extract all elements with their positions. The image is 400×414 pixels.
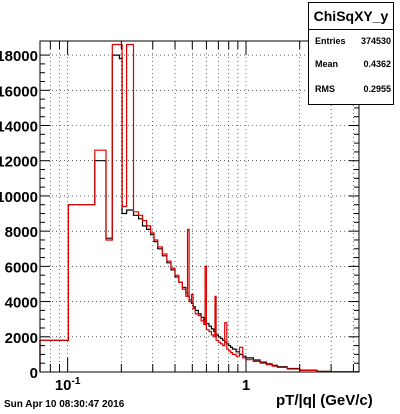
y-tick-label: 8000 bbox=[5, 224, 38, 241]
x-tick-label: 1 bbox=[242, 377, 250, 394]
x-tick-label: 10-1 bbox=[55, 376, 81, 394]
y-tick-label: 12000 bbox=[0, 154, 38, 171]
stats-row-rms: RMS 0.2955 bbox=[315, 84, 391, 94]
y-tick-label: 16000 bbox=[0, 83, 38, 100]
histogram-series-black bbox=[39, 54, 360, 373]
histogram-series-red bbox=[39, 43, 360, 373]
stats-row-mean: Mean 0.4362 bbox=[315, 59, 391, 69]
entries-label: Entries bbox=[315, 36, 346, 46]
rms-label: RMS bbox=[315, 84, 335, 94]
y-tick-label: 14000 bbox=[0, 119, 38, 136]
mean-label: Mean bbox=[315, 59, 339, 69]
y-tick-label: 2000 bbox=[5, 330, 38, 347]
stats-box-title: ChiSqXY_y bbox=[309, 3, 393, 30]
stats-box: ChiSqXY_y Entries 374530 Mean 0.4362 RMS… bbox=[308, 2, 394, 105]
mean-value: 0.4362 bbox=[363, 59, 391, 69]
y-tick-label: 0 bbox=[30, 365, 38, 382]
timestamp: Sun Apr 10 08:30:47 2016 bbox=[4, 399, 125, 410]
y-tick-label: 18000 bbox=[0, 48, 38, 65]
series-layer bbox=[39, 43, 360, 373]
plot-frame bbox=[39, 40, 360, 373]
entries-value: 374530 bbox=[360, 36, 391, 46]
y-tick-label: 10000 bbox=[0, 189, 38, 206]
y-tick-label: 6000 bbox=[5, 259, 38, 276]
stats-row-entries: Entries 374530 bbox=[315, 36, 391, 46]
axis-layer: 0 2000 4000 6000 8000 10000 12000 14000 16000 180… bbox=[0, 41, 359, 394]
rms-value: 0.2955 bbox=[363, 84, 391, 94]
x-axis-title: pT/|q| (GeV/c) bbox=[276, 392, 373, 409]
y-tick-label: 4000 bbox=[5, 295, 38, 312]
